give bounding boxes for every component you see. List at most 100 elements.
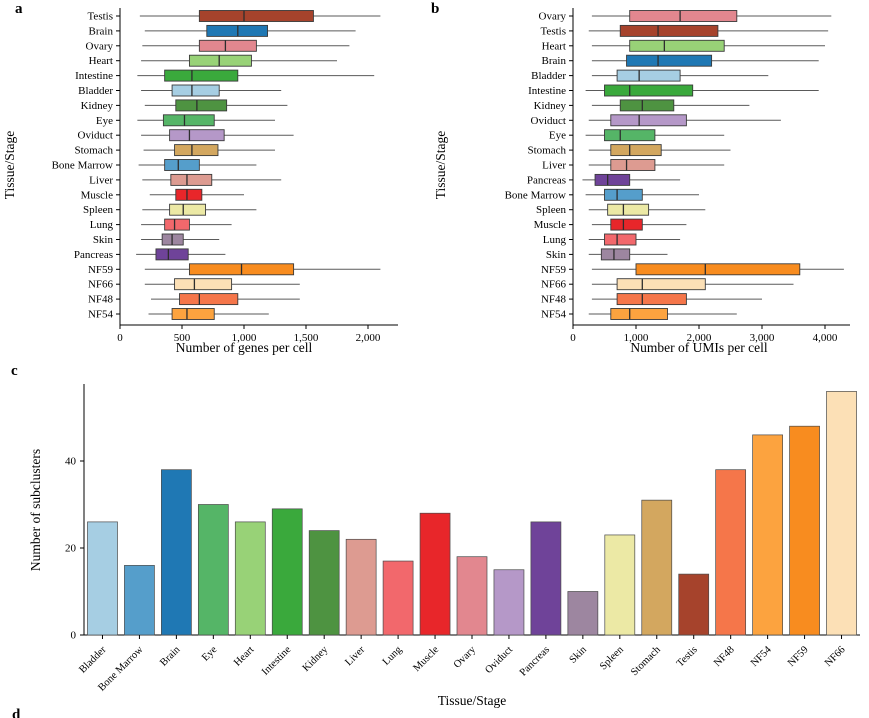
bar-bone-marrow	[124, 565, 155, 636]
boxplot-row-liver	[588, 159, 725, 171]
boxplot-umis-per-cell: 0 1,000 2,000 3,000 4,000 Ovary Testis Heart Bra…	[433, 8, 850, 355]
x-tick-label: 1,500	[294, 332, 319, 344]
y-tick-label-bladder: Bladder	[531, 70, 566, 82]
boxplot-row-bone-marrow	[585, 188, 699, 201]
box	[169, 129, 225, 142]
x-tick-label: 0	[570, 332, 576, 344]
boxplot-row-nf59	[144, 263, 381, 276]
box	[604, 129, 656, 142]
box	[610, 308, 668, 320]
y-tick-label: 0	[71, 630, 77, 642]
box	[604, 84, 694, 97]
y-tick-label-nf54: NF54	[88, 309, 114, 321]
boxplot-row-oviduct	[588, 114, 781, 127]
box	[174, 278, 233, 291]
panel-a-label: a	[15, 1, 23, 17]
boxplot-row-ovary	[591, 10, 832, 22]
boxplot-row-skin	[141, 233, 220, 246]
bar-nf59	[789, 425, 820, 636]
bar-nf54	[752, 434, 783, 636]
boxplot-row-nf66	[591, 278, 794, 291]
boxplot-row-pancreas	[136, 248, 226, 261]
bar-brain	[161, 469, 192, 636]
y-tick-label-oviduct: Oviduct	[78, 130, 113, 142]
x-tick-label: 500	[174, 332, 191, 344]
y-tick-label-skin: Skin	[546, 249, 567, 261]
boxplot-row-liver	[142, 173, 282, 186]
bar-oviduct	[493, 569, 525, 636]
y-tick-label-bone-marrow: Bone Marrow	[52, 160, 113, 172]
box	[179, 293, 239, 306]
x-tick-label-heart: Heart	[232, 644, 256, 668]
y-tick-label-spleen: Spleen	[83, 204, 113, 216]
x-tick-label-nf54: NF54	[749, 644, 774, 669]
panel-b-label: b	[431, 1, 440, 17]
y-tick-label-intestine: Intestine	[528, 85, 566, 97]
y-tick-label-ovary: Ovary	[86, 40, 114, 52]
boxplot-row-stomach	[588, 144, 731, 157]
y-axis-title: Tissue/Stage	[433, 131, 448, 200]
y-tick-label-heart: Heart	[542, 40, 566, 52]
box	[604, 233, 637, 246]
x-tick-label: 4,000	[813, 332, 838, 344]
y-tick-label-liver: Liver	[542, 160, 566, 172]
y-tick-label-testis: Testis	[540, 25, 566, 37]
x-tick-label-stomach: Stomach	[629, 644, 663, 678]
x-tick-label-nf48: NF48	[712, 644, 737, 669]
bar-muscle	[419, 512, 451, 636]
bar-skin	[567, 591, 599, 636]
x-tick-label-nf66: NF66	[823, 644, 848, 669]
box	[600, 248, 631, 261]
x-tick-label-bladder: Bladder	[77, 644, 109, 676]
boxplot-row-heart	[141, 54, 337, 67]
y-tick-label-nf48: NF48	[88, 294, 114, 306]
box	[198, 10, 314, 22]
box	[619, 24, 719, 37]
x-tick-label: 0	[117, 332, 123, 344]
boxplot-row-oviduct	[141, 129, 294, 142]
bar-bladder	[87, 521, 118, 636]
box	[198, 39, 257, 52]
boxplot-row-nf54	[588, 308, 737, 320]
x-tick-label-lung: Lung	[381, 644, 405, 668]
box	[164, 218, 190, 231]
x-tick-label-kidney: Kidney	[301, 644, 331, 674]
boxplot-row-testis	[139, 10, 381, 22]
y-tick-label-eye: Eye	[549, 130, 566, 142]
box	[629, 39, 725, 52]
bar-kidney	[308, 530, 340, 636]
boxplot-row-spleen	[588, 203, 706, 216]
x-axis-title: Number of genes per cell	[176, 340, 313, 355]
boxplot-row-nf48	[591, 293, 762, 306]
boxplot-row-intestine	[137, 69, 375, 82]
boxplot-row-stomach	[143, 144, 275, 157]
boxplot-row-nf59	[591, 263, 844, 276]
boxplot-row-eye	[137, 114, 275, 127]
y-tick-label-muscle: Muscle	[81, 189, 114, 201]
y-tick-label-nf66: NF66	[88, 279, 114, 291]
x-tick-label-brain: Brain	[158, 644, 183, 669]
boxplot-row-bladder	[591, 69, 769, 82]
box	[164, 159, 200, 171]
x-tick-label: 2,000	[356, 332, 381, 344]
box	[616, 278, 706, 291]
boxplot-row-testis	[588, 24, 829, 37]
y-tick-label-liver: Liver	[89, 174, 113, 186]
y-tick-label-muscle: Muscle	[534, 219, 567, 231]
boxplot-row-eye	[585, 129, 725, 142]
boxplot-row-brain	[591, 54, 819, 67]
x-tick-label: 2,000	[687, 332, 712, 344]
bar-intestine	[271, 508, 303, 636]
boxplot-row-bone-marrow	[138, 159, 257, 171]
box	[629, 10, 738, 22]
box	[175, 188, 203, 201]
box	[616, 69, 681, 82]
x-tick-label-spleen: Spleen	[598, 644, 627, 673]
bar-lung	[382, 560, 414, 636]
box	[610, 159, 656, 171]
x-tick-label-oviduct: Oviduct	[483, 644, 515, 676]
box	[174, 144, 219, 157]
y-axis-title: Tissue/Stage	[2, 131, 17, 200]
panel-c-label: c	[11, 363, 18, 379]
